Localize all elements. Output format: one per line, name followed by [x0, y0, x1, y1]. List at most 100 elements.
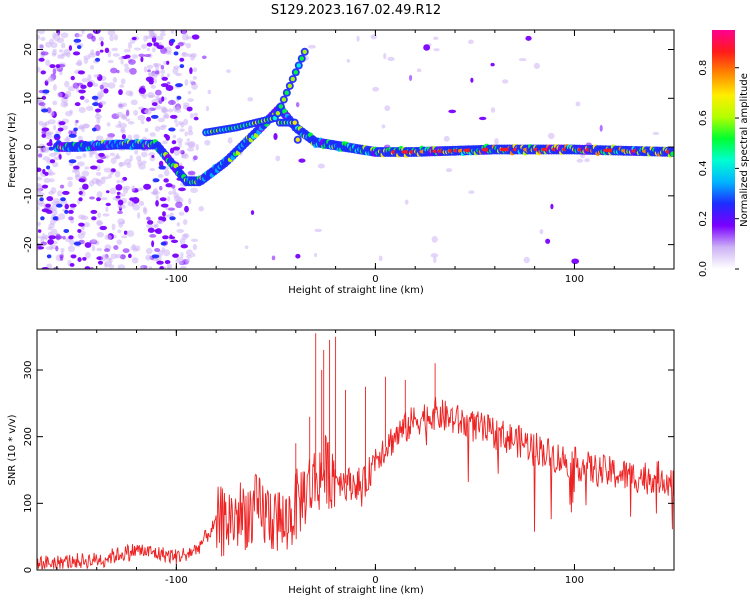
- spectrogram-speckle: [37, 229, 42, 233]
- spectrogram-speckle: [430, 253, 439, 258]
- spectrogram-streak: [152, 178, 160, 183]
- spectrogram-speckle: [80, 215, 89, 221]
- y-tick-label: 0: [23, 567, 34, 573]
- spectrogram-speckle: [157, 249, 164, 257]
- spectrogram-speckle: [226, 69, 231, 74]
- spectrogram-speckle: [116, 179, 121, 184]
- spectrogram-streak: [45, 121, 50, 126]
- spectrogram-streak: [39, 197, 44, 202]
- x-tick-label: -100: [165, 575, 188, 586]
- spectrogram-speckle: [431, 236, 438, 243]
- spectrogram-speckle: [346, 59, 351, 63]
- spectrogram-speckle: [64, 203, 69, 210]
- spectrogram-branch-core: [287, 83, 293, 89]
- spectrogram-speckle: [163, 178, 169, 183]
- spectrogram-speckle: [38, 120, 44, 126]
- spectrogram-speckle: [652, 131, 660, 136]
- spectrogram-speckle: [37, 221, 41, 227]
- spectrogram-speckle: [110, 67, 118, 74]
- spectrogram-speckle: [183, 102, 190, 107]
- spectrogram-streak: [60, 197, 66, 202]
- spectrogram-trace-core: [670, 151, 674, 157]
- spectrogram-speckle: [133, 109, 139, 116]
- spectrogram-ylabel: Frequency (Hz): [7, 112, 18, 188]
- spectrogram-streak: [56, 203, 63, 208]
- spectrogram-speckle: [170, 30, 175, 34]
- snr-background: [37, 330, 674, 570]
- spectrogram-streak: [172, 146, 181, 151]
- spectrogram-speckle: [180, 265, 187, 269]
- spectrogram-streak: [168, 127, 176, 132]
- colorbar-tick-label: 0.4: [698, 160, 709, 176]
- spectrogram-speckle: [78, 187, 82, 191]
- spectrogram-speckle: [122, 185, 131, 191]
- spectrogram-speckle: [175, 201, 183, 209]
- spectrogram-speckle: [37, 206, 40, 211]
- spectrogram-branch-core: [299, 56, 304, 61]
- spectrogram-speckle: [250, 210, 255, 215]
- spectrogram-speckle: [378, 255, 383, 262]
- spectrogram-speckle: [103, 167, 112, 173]
- spectrogram-speckle: [46, 107, 52, 114]
- spectrogram-speckle: [96, 247, 103, 252]
- spectrogram-speckle: [163, 169, 170, 177]
- spectrogram-speckle: [103, 88, 109, 94]
- spectrogram-speckle: [89, 180, 95, 187]
- spectrogram-speckle: [78, 107, 86, 114]
- spectrogram-streak: [96, 197, 101, 202]
- spectrogram-speckle: [187, 90, 192, 95]
- spectrogram-speckle: [45, 59, 51, 66]
- spectrogram-speckle: [478, 116, 487, 121]
- spectrogram-speckle: [88, 52, 96, 58]
- spectrogram-streak: [150, 114, 159, 119]
- spectrogram-frame: [36, 29, 675, 270]
- spectrogram-speckle: [151, 155, 155, 159]
- spectrogram-speckle: [37, 34, 41, 40]
- spectrogram-speckle: [55, 245, 59, 252]
- spectrogram-streak: [152, 190, 160, 195]
- spectrogram-streak: [94, 108, 102, 113]
- spectrogram-speckle: [189, 113, 194, 119]
- spectrogram-streak: [170, 114, 178, 119]
- spectrogram-speckle: [384, 105, 391, 112]
- spectrogram-speckle: [99, 197, 108, 201]
- spectrogram-streak: [58, 121, 66, 126]
- spectrogram-speckle: [50, 228, 58, 236]
- y-tick-label: 20: [23, 43, 34, 56]
- colorbar-tick-label: 0.6: [698, 110, 709, 126]
- spectrogram-speckle: [146, 47, 151, 52]
- spectrogram-speckle: [107, 82, 116, 89]
- spectrogram-speckle: [539, 229, 544, 235]
- spectrogram-branch-core: [290, 76, 295, 82]
- spectrogram-speckle: [120, 78, 126, 85]
- spectrogram-speckle: [115, 254, 123, 259]
- spectrogram-speckle: [178, 187, 186, 192]
- colorbar-gradient: [712, 30, 735, 269]
- spectrogram-speckle: [99, 84, 104, 90]
- spectrogram-speckle: [182, 30, 187, 35]
- spectrogram-speckle: [60, 42, 66, 49]
- spectrogram-speckle: [52, 68, 57, 75]
- spectrogram-streak: [54, 133, 60, 138]
- spectrogram-speckle: [49, 38, 54, 45]
- spectrogram-streak: [156, 260, 164, 265]
- spectrogram-speckle: [193, 112, 198, 117]
- spectrogram-speckle: [550, 203, 554, 210]
- spectrogram-speckle: [187, 53, 192, 58]
- spectrogram-streak: [98, 152, 105, 157]
- spectrogram-speckle: [523, 256, 530, 264]
- spectrogram-speckle: [165, 60, 170, 65]
- spectrogram-speckle: [433, 256, 437, 264]
- spectrogram-speckle: [81, 230, 86, 236]
- spectrogram-streak: [179, 64, 185, 69]
- spectrogram-streak: [68, 159, 77, 164]
- spectrogram-speckle: [244, 245, 249, 250]
- spectrogram-streak: [55, 64, 61, 69]
- spectrogram-speckle: [163, 214, 172, 218]
- spectrogram-speckle: [86, 105, 94, 111]
- spectrogram-speckle: [143, 66, 148, 73]
- spectrogram-streak: [169, 216, 176, 221]
- spectrogram-speckle: [193, 116, 199, 121]
- spectrogram-streak: [170, 184, 176, 189]
- spectrogram-speckle: [67, 180, 73, 188]
